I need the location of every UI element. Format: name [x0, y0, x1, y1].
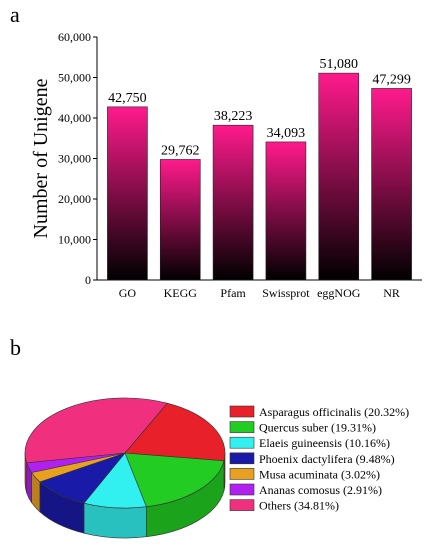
pie-legend: Asparagus officinalis (20.32%) Quercus su… — [229, 405, 409, 513]
legend-swatch — [229, 499, 255, 511]
bar-nr — [371, 88, 412, 281]
bar-chart: 0 10,000 20,000 30,000 40,000 50,000 60,000 Num… — [30, 30, 422, 300]
legend-label: Quercus suber (19.31%) — [259, 421, 376, 435]
y-tick-label: 0 — [85, 273, 91, 287]
legend-label: Asparagus officinalis (20.32%) — [259, 405, 409, 419]
bar-kegg — [159, 159, 201, 281]
legend-label: Musa acuminata (3.02%) — [259, 467, 380, 481]
bar-value-label: 47,299 — [372, 72, 411, 87]
legend-label: Ananas comosus (2.91%) — [259, 483, 382, 497]
bar-value-label: 42,750 — [108, 91, 147, 106]
pie-side — [83, 502, 147, 539]
pie-chart — [24, 397, 226, 539]
legend-swatch — [229, 405, 255, 418]
bar-go — [107, 106, 148, 281]
legend-label: Phoenix dactylifera (9.48%) — [259, 452, 395, 466]
bar-value-label: 38,223 — [214, 109, 253, 124]
panel-label-a: a — [10, 2, 20, 27]
pie-slice-quercus-suber — [124, 452, 225, 508]
y-tick-label: 30,000 — [58, 152, 91, 166]
legend-swatch — [229, 452, 255, 465]
x-tick-label: NR — [383, 286, 400, 300]
x-tick-label: Pfam — [220, 286, 246, 300]
bar-pfam — [212, 124, 254, 281]
y-axis-label: Number of Unigene — [30, 78, 52, 238]
panel-label-b: b — [10, 335, 21, 360]
pie-slice-asparagus-officinalis — [124, 402, 226, 462]
legend-swatch — [229, 483, 255, 496]
bar-value-label: 34,093 — [267, 126, 306, 141]
y-tick-label: 10,000 — [58, 233, 91, 247]
legend-label: Others (34.81%) — [259, 499, 339, 513]
x-tick-label: GO — [119, 286, 137, 300]
bar-eggnog — [318, 72, 360, 281]
pie-slice-others — [24, 397, 168, 464]
bar-value-label: 51,080 — [320, 57, 359, 72]
x-tick-label: KEGG — [164, 286, 198, 300]
y-tick-label: 60,000 — [58, 30, 91, 44]
legend-label: Elaeis guineensis (10.16%) — [259, 436, 390, 450]
y-tick-label: 40,000 — [58, 111, 91, 125]
x-tick-label: eggNOG — [317, 286, 361, 300]
legend-swatch — [229, 436, 255, 449]
bar-swissprot — [265, 141, 307, 281]
bar-value-label: 29,762 — [161, 143, 200, 158]
y-tick-label: 50,000 — [58, 71, 91, 85]
legend-swatch — [229, 468, 255, 480]
x-tick-label: Swissprot — [262, 286, 310, 300]
y-tick-label: 20,000 — [58, 192, 91, 206]
legend-swatch — [229, 421, 255, 433]
